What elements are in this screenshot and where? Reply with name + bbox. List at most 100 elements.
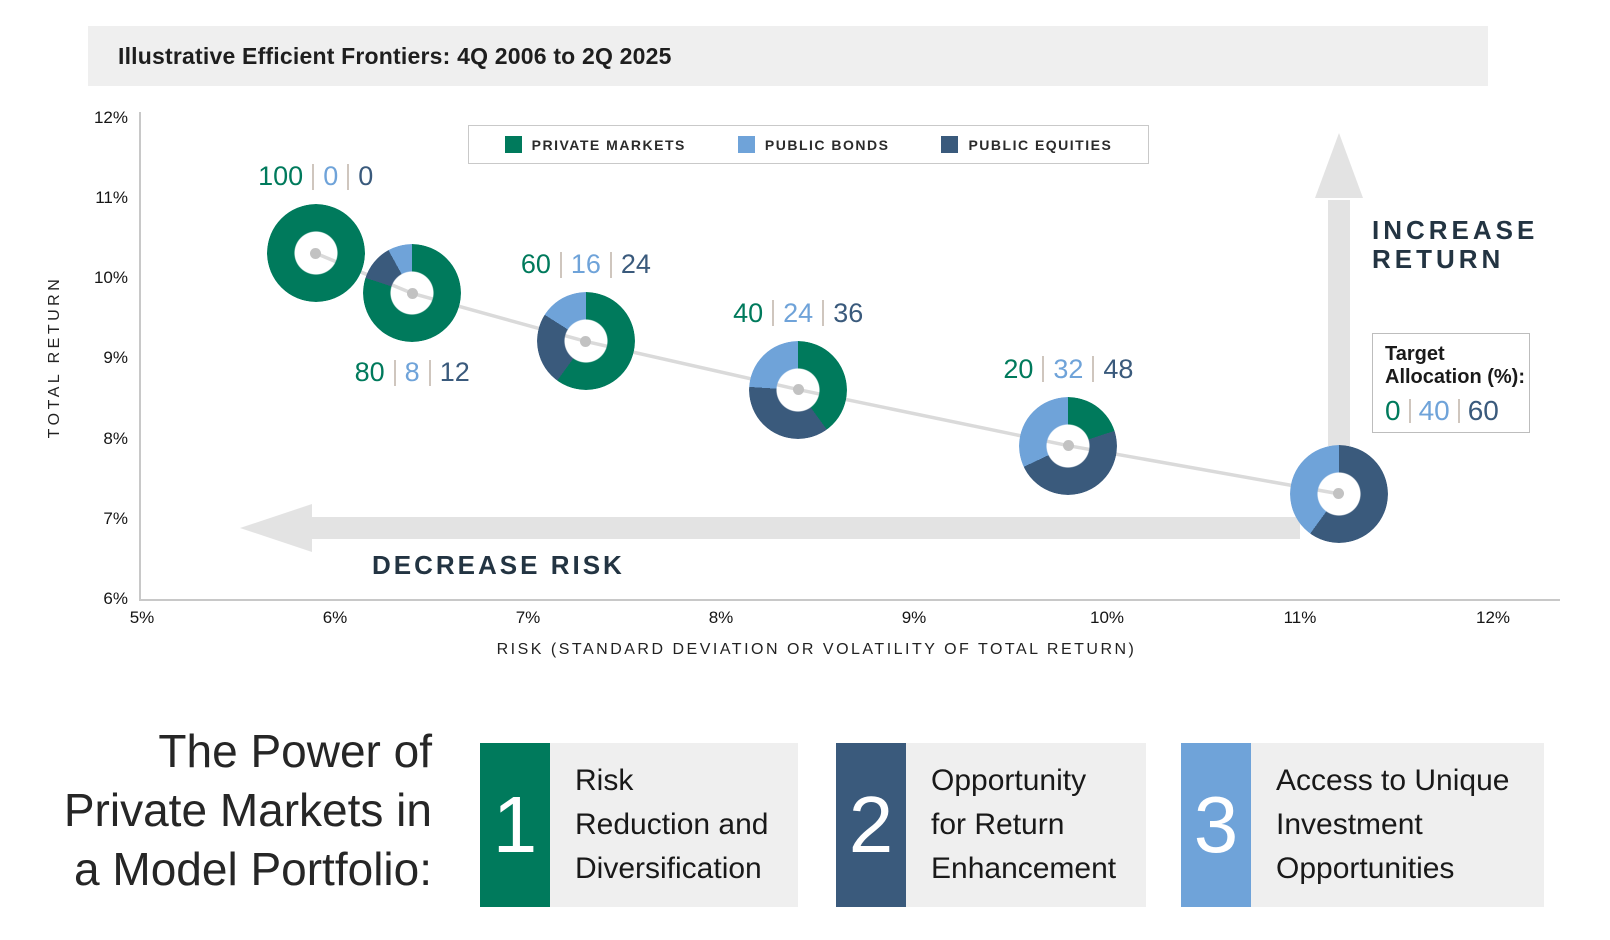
allocation-separator xyxy=(347,163,350,190)
x-tick-label: 6% xyxy=(322,608,348,627)
chart-title: Illustrative Efficient Frontiers: 4Q 200… xyxy=(118,42,672,69)
benefit-card-text: Access to Unique Investment Opportunities xyxy=(1251,743,1544,907)
x-axis-line xyxy=(139,599,1560,601)
allocation-value: 36 xyxy=(833,297,864,328)
benefit-card-line: Risk xyxy=(575,764,634,797)
y-tick-label: 12% xyxy=(93,107,128,127)
benefit-card-number: 3 xyxy=(1181,743,1251,907)
target-allocation-values: 0 40 60 xyxy=(1385,395,1529,427)
allocation-separator xyxy=(1457,399,1460,423)
allocation-separator xyxy=(609,251,612,278)
x-tick-label: 7% xyxy=(515,608,541,627)
x-tick-label: 8% xyxy=(708,608,734,627)
y-axis-line xyxy=(139,112,141,601)
benefit-card-text: Risk Reduction and Diversification xyxy=(550,743,798,907)
allocation-separator xyxy=(312,163,315,190)
allocation-value: 32 xyxy=(1053,353,1084,384)
allocation-label: 80 8 12 xyxy=(282,357,542,388)
allocation-label: 20 32 48 xyxy=(938,354,1198,385)
x-axis-title: RISK (STANDARD DEVIATION OR VOLATILITY O… xyxy=(496,641,1137,658)
benefit-card-line: for Return xyxy=(931,808,1065,841)
allocation-separator xyxy=(1408,399,1411,423)
allocation-separator xyxy=(428,359,431,386)
legend-color-swatch-icon xyxy=(737,136,755,153)
allocation-value: 60 xyxy=(1467,395,1499,426)
y-tick-label: 10% xyxy=(93,268,128,288)
allocation-value: 0 xyxy=(1385,395,1401,426)
allocation-separator xyxy=(772,300,775,327)
allocation-value: 100 xyxy=(258,161,304,192)
allocation-separator xyxy=(822,300,825,327)
allocation-value: 20 xyxy=(1003,353,1034,384)
y-tick-label: 9% xyxy=(103,348,128,368)
benefit-card-line: Opportunities xyxy=(1276,852,1455,885)
benefit-card-line: Diversification xyxy=(575,852,762,885)
y-tick-label: 6% xyxy=(103,589,128,608)
chart-legend: PRIVATE MARKETS PUBLIC BONDS PUBLIC EQUITI… xyxy=(468,125,1149,164)
x-tick-label: 5% xyxy=(129,608,155,627)
benefit-card-number: 2 xyxy=(836,743,906,907)
allocation-value: 48 xyxy=(1103,353,1134,384)
benefit-card-line: Opportunity xyxy=(931,764,1087,797)
allocation-value: 0 xyxy=(323,161,339,192)
x-tick-label: 10% xyxy=(1089,608,1125,627)
legend-item-label: PUBLIC EQUITIES xyxy=(968,136,1113,153)
x-tick-label: 9% xyxy=(901,608,927,627)
legend-color-swatch-icon xyxy=(504,136,522,153)
allocation-separator xyxy=(559,251,562,278)
donut-center-dot xyxy=(1333,488,1345,500)
legend-item: PUBLIC BONDS xyxy=(737,136,890,153)
section-heading-line: Private Markets in xyxy=(63,784,432,836)
allocation-value: 24 xyxy=(620,249,651,280)
legend-item: PRIVATE MARKETS xyxy=(504,136,686,153)
benefit-card-line: Enhancement xyxy=(931,852,1117,885)
benefit-card-line: Investment xyxy=(1276,808,1423,841)
allocation-value: 40 xyxy=(733,297,764,328)
increase-return-arrow-shaft xyxy=(1328,200,1350,446)
donut-center-dot xyxy=(792,384,804,396)
benefit-card-text: Opportunity for Return Enhancement xyxy=(906,743,1146,907)
section-heading-line: a Model Portfolio: xyxy=(74,843,432,895)
x-tick-label: 11% xyxy=(1283,608,1317,627)
allocation-value: 24 xyxy=(783,297,814,328)
allocation-value: 40 xyxy=(1418,395,1450,426)
allocation-value: 80 xyxy=(354,357,385,388)
legend-item-label: PRIVATE MARKETS xyxy=(531,136,686,153)
allocation-separator xyxy=(1042,356,1045,383)
increase-return-arrow-head xyxy=(1315,133,1363,198)
decrease-risk-arrow-head xyxy=(240,504,312,552)
allocation-value: 8 xyxy=(404,357,420,388)
section-heading: The Power of Private Markets in a Model Po… xyxy=(52,722,432,899)
y-tick-label: 7% xyxy=(103,508,128,528)
allocation-separator xyxy=(393,359,396,386)
target-allocation-box: Target Allocation (%): 0 40 60 xyxy=(1372,333,1530,433)
allocation-value: 60 xyxy=(520,249,551,280)
allocation-value: 12 xyxy=(439,357,470,388)
allocation-value: 0 xyxy=(358,161,374,192)
donut-center-dot xyxy=(310,247,322,259)
chart-title-bar: Illustrative Efficient Frontiers: 4Q 200… xyxy=(88,26,1488,86)
target-allocation-title: Target Allocation (%): xyxy=(1385,343,1525,388)
donut-center-dot xyxy=(406,287,418,299)
allocation-separator xyxy=(1092,356,1095,383)
y-tick-label: 8% xyxy=(103,428,128,448)
allocation-value: 16 xyxy=(570,249,601,280)
section-heading-line: The Power of xyxy=(158,725,432,777)
benefit-card-line: Reduction and xyxy=(575,808,769,841)
benefit-card-line: Access to Unique xyxy=(1276,764,1510,797)
allocation-label: 60 16 24 xyxy=(456,249,716,280)
benefit-card-number: 1 xyxy=(480,743,550,907)
increase-return-label: INCREASE RETURN xyxy=(1372,215,1539,274)
donut-center-dot xyxy=(1062,440,1074,452)
y-tick-label: 11% xyxy=(95,188,128,208)
allocation-label: 40 24 36 xyxy=(668,298,928,329)
decrease-risk-label: DECREASE RISK xyxy=(372,550,625,580)
x-tick-label: 12% xyxy=(1475,608,1511,627)
legend-color-swatch-icon xyxy=(941,136,959,153)
allocation-label: 100 0 0 xyxy=(186,161,446,192)
legend-item: PUBLIC EQUITIES xyxy=(941,136,1112,153)
legend-item-label: PUBLIC BONDS xyxy=(764,136,890,153)
donut-center-dot xyxy=(580,335,592,347)
decrease-risk-arrow-shaft xyxy=(310,517,1300,539)
